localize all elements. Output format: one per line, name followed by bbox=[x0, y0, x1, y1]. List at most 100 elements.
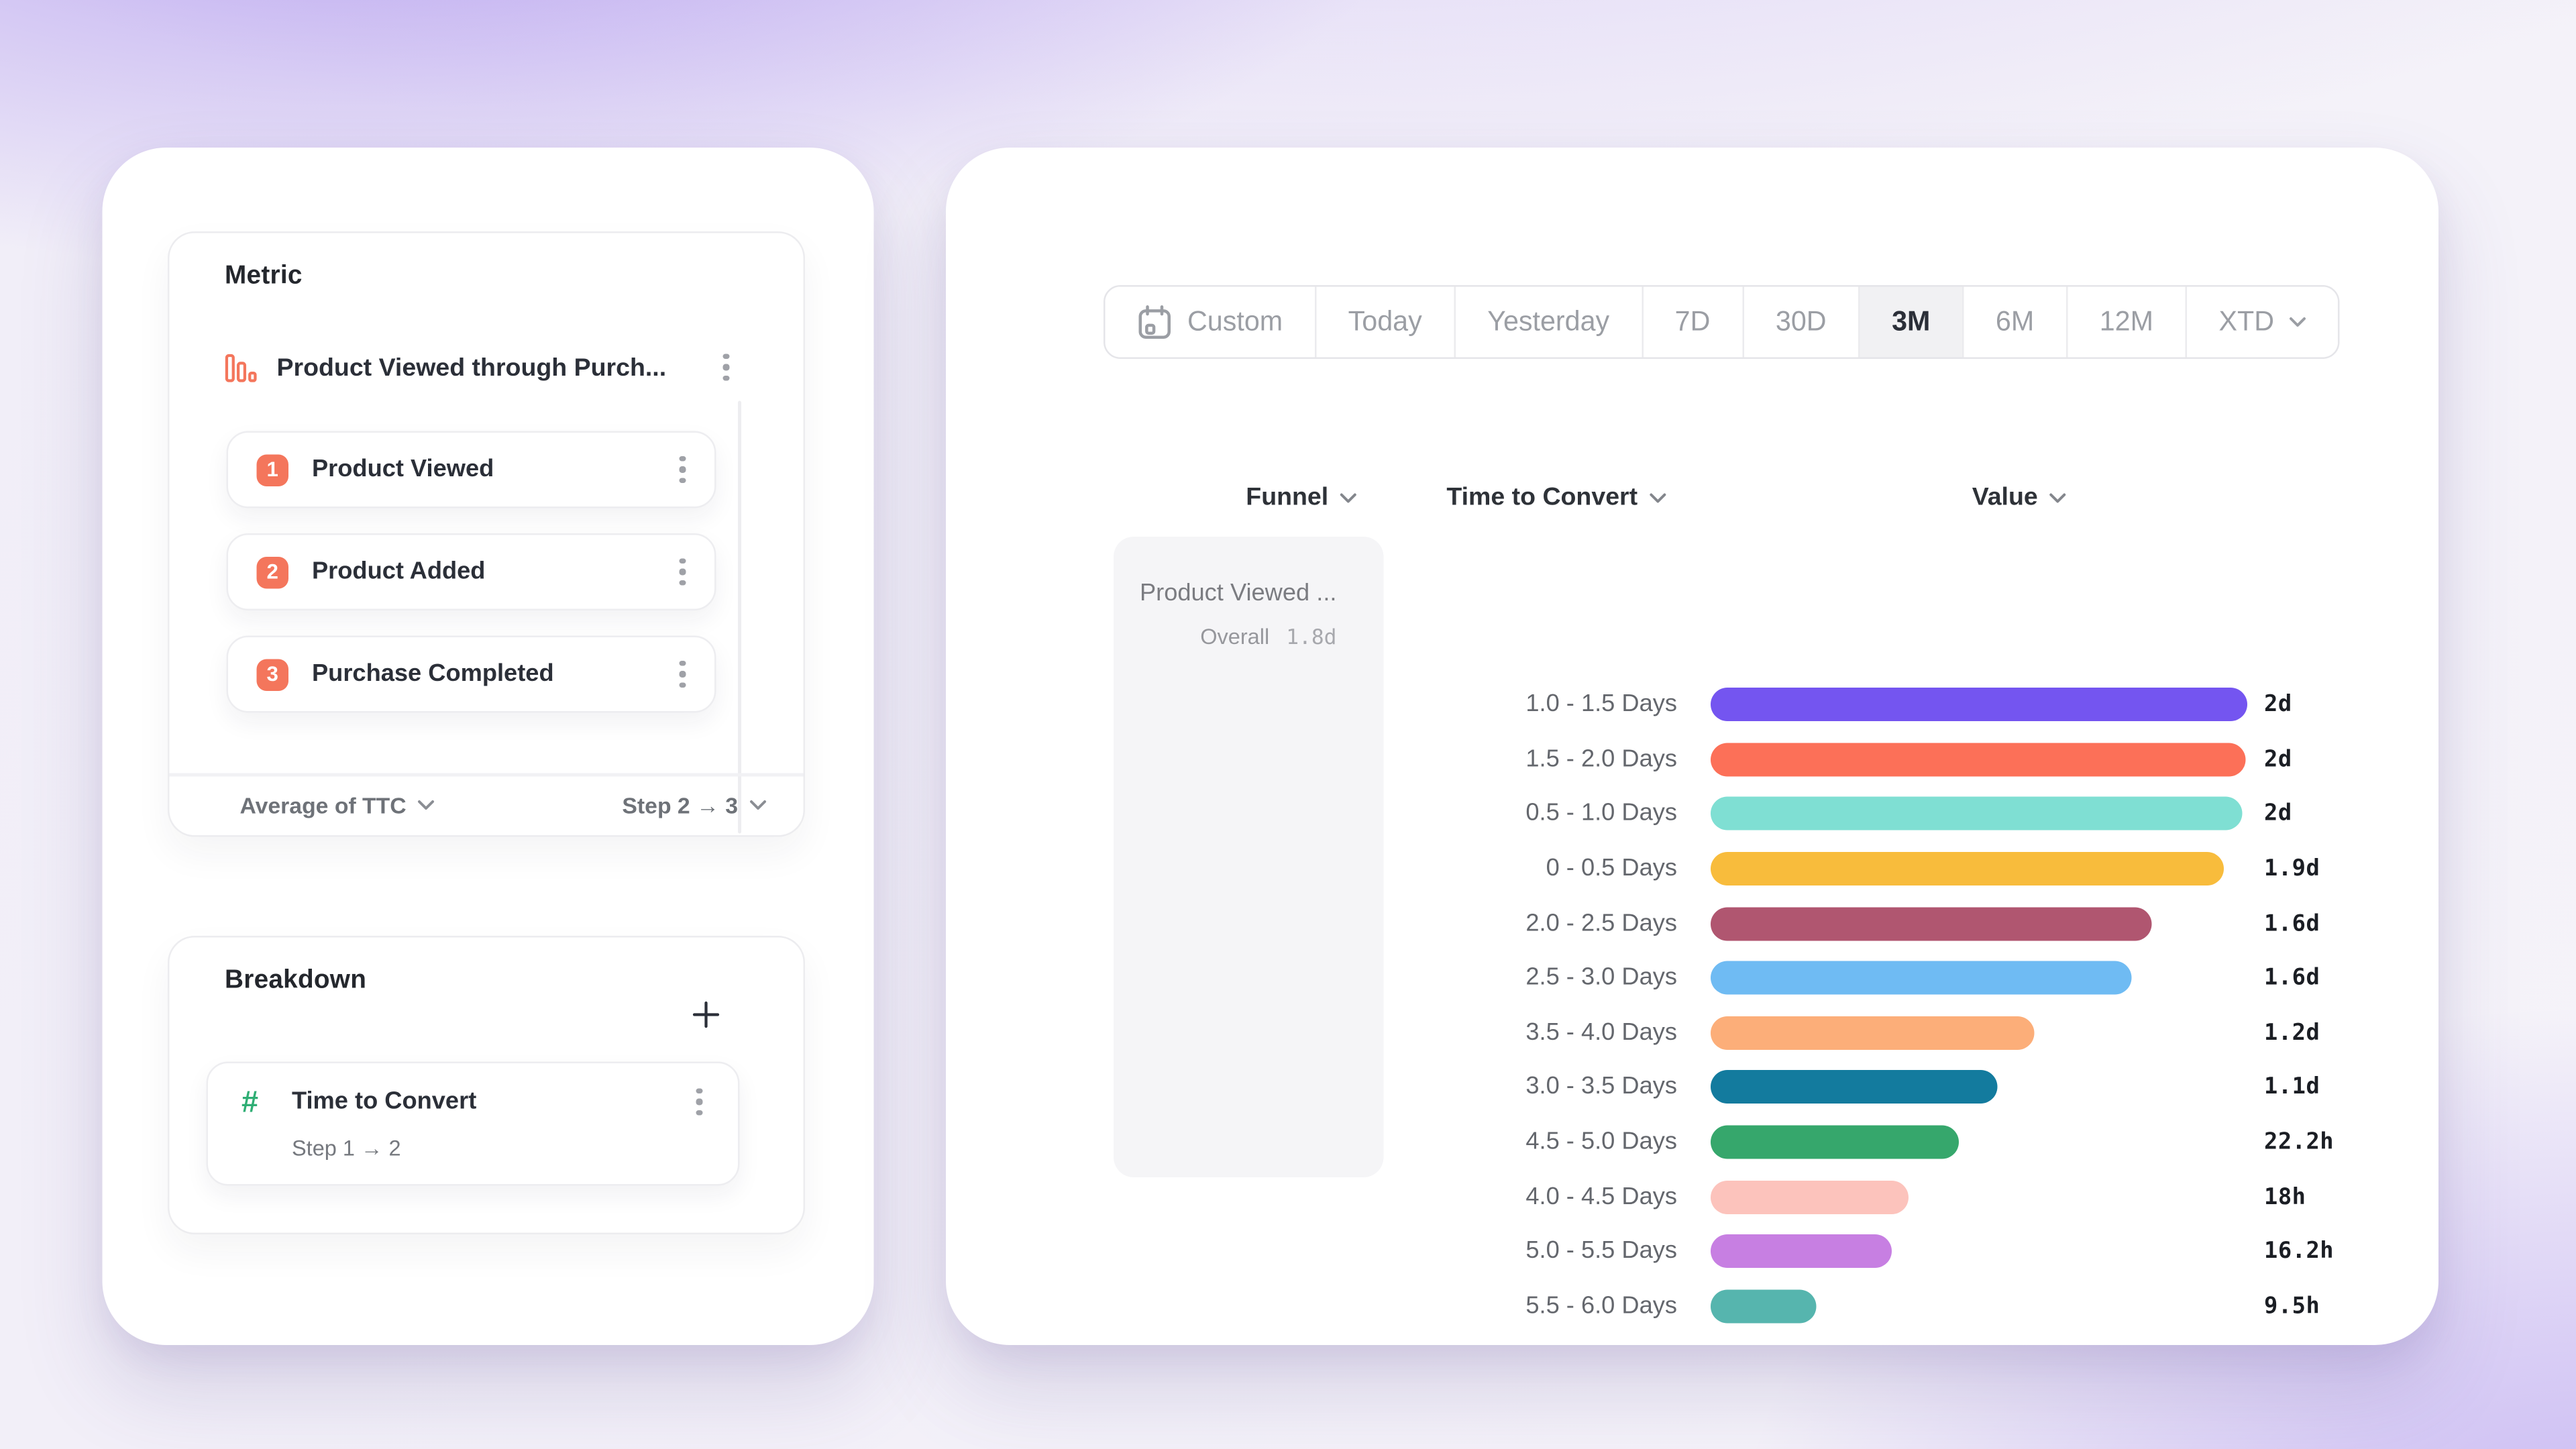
step-label: Product Added bbox=[312, 558, 486, 586]
step-number-badge: 3 bbox=[256, 658, 288, 690]
funnel-group-cell[interactable]: Product Viewed ... Overall 1.8d bbox=[1114, 537, 1384, 1177]
step-number-badge: 1 bbox=[256, 453, 288, 486]
scrollbar-track[interactable] bbox=[738, 400, 741, 834]
bar-track bbox=[1711, 1234, 2247, 1269]
bar[interactable] bbox=[1711, 688, 2247, 722]
chart-row: 5.5 - 6.0 Days 9.5h bbox=[1426, 1279, 2432, 1333]
bar[interactable] bbox=[1711, 906, 2151, 941]
date-range-30d[interactable]: 30D bbox=[1743, 286, 1860, 358]
overall-value: 1.8d bbox=[1286, 624, 1337, 649]
bucket-label: 0 - 0.5 Days bbox=[1546, 855, 1677, 883]
bar-track bbox=[1711, 688, 2247, 722]
calendar-icon bbox=[1138, 304, 1171, 338]
date-range-3m[interactable]: 3M bbox=[1860, 286, 1964, 358]
bar[interactable] bbox=[1711, 1180, 1909, 1214]
funnel-step[interactable]: 3 Purchase Completed bbox=[226, 635, 716, 713]
date-range-6m[interactable]: 6M bbox=[1964, 286, 2068, 358]
bar[interactable] bbox=[1711, 961, 2133, 996]
kebab-menu-icon[interactable] bbox=[711, 349, 741, 386]
bar-value: 16.2h bbox=[2264, 1238, 2334, 1265]
date-range-custom[interactable]: Custom bbox=[1105, 286, 1317, 358]
kebab-menu-icon[interactable] bbox=[667, 553, 698, 590]
kebab-menu-icon[interactable] bbox=[667, 656, 698, 693]
metric-funnel-row[interactable]: Product Viewed through Purch... bbox=[225, 339, 741, 396]
date-range-label: 3M bbox=[1892, 306, 1931, 337]
aggregation-label: Average of TTC bbox=[239, 792, 407, 818]
date-range-7d[interactable]: 7D bbox=[1643, 286, 1744, 358]
bucket-label: 2.5 - 3.0 Days bbox=[1525, 965, 1677, 992]
bar-value: 1.1d bbox=[2264, 1074, 2320, 1102]
bar-track bbox=[1711, 797, 2247, 831]
bar-value: 2d bbox=[2264, 746, 2292, 773]
funnel-step[interactable]: 2 Product Added bbox=[226, 533, 716, 610]
bar-track bbox=[1711, 743, 2247, 777]
metric-section-title: Metric bbox=[225, 262, 303, 290]
bar-value: 1.6d bbox=[2264, 910, 2320, 937]
date-range-label: Custom bbox=[1187, 306, 1283, 337]
add-breakdown-button[interactable] bbox=[691, 1000, 721, 1030]
bar-track bbox=[1711, 852, 2247, 886]
step-label: Product Viewed bbox=[312, 456, 494, 483]
column-header-funnel[interactable]: Funnel bbox=[1246, 483, 1357, 512]
date-range-selector: Custom Today Yesterday 7D 30D 3M 6M 12M XTD bbox=[1104, 285, 2340, 359]
bar[interactable] bbox=[1711, 1289, 1816, 1324]
bar[interactable] bbox=[1711, 797, 2243, 831]
date-range-xtd[interactable]: XTD bbox=[2187, 286, 2338, 358]
aggregation-dropdown[interactable]: Average of TTC bbox=[240, 793, 435, 818]
breakdown-item[interactable]: # Time to Convert Step 1 → 2 bbox=[206, 1061, 740, 1186]
breakdown-item-label: Time to Convert bbox=[292, 1088, 477, 1116]
date-range-label: Yesterday bbox=[1487, 306, 1610, 337]
date-range-12m[interactable]: 12M bbox=[2068, 286, 2187, 358]
breakdown-section: Breakdown # Time to Convert Step 1 → 2 bbox=[168, 936, 805, 1234]
kebab-menu-icon[interactable] bbox=[684, 1083, 714, 1120]
bar[interactable] bbox=[1711, 1125, 1959, 1159]
bar-value: 22.2h bbox=[2264, 1128, 2334, 1156]
number-property-icon: # bbox=[241, 1084, 259, 1118]
bar-value: 2d bbox=[2264, 691, 2292, 718]
bar[interactable] bbox=[1711, 852, 2224, 886]
bar-track bbox=[1711, 1071, 2247, 1105]
bucket-label: 0.5 - 1.0 Days bbox=[1525, 800, 1677, 828]
bar-track bbox=[1711, 1125, 2247, 1159]
bar-track bbox=[1711, 1180, 2247, 1214]
bar[interactable] bbox=[1711, 1234, 1892, 1269]
chevron-down-icon bbox=[750, 800, 766, 810]
step-range-label: Step 2 → 3 bbox=[622, 792, 738, 818]
bar[interactable] bbox=[1711, 1016, 2035, 1050]
chart-row: 4.5 - 5.0 Days 22.2h bbox=[1426, 1115, 2432, 1169]
funnel-bars-icon bbox=[225, 353, 257, 382]
bucket-label: 4.5 - 5.0 Days bbox=[1525, 1128, 1677, 1156]
metric-section: Metric Product Viewed through Purch... 1… bbox=[168, 231, 805, 837]
bar-value: 2d bbox=[2264, 800, 2292, 828]
bar-value: 1.6d bbox=[2264, 965, 2320, 992]
bar-chart: 1.0 - 1.5 Days 2d 1.5 - 2.0 Days 2d 0.5 … bbox=[1426, 678, 2432, 1334]
date-range-today[interactable]: Today bbox=[1316, 286, 1456, 358]
bucket-label: 5.5 - 6.0 Days bbox=[1525, 1293, 1677, 1320]
bar[interactable] bbox=[1711, 743, 2245, 777]
chevron-down-icon bbox=[1340, 492, 1357, 502]
chevron-down-icon bbox=[1650, 492, 1666, 502]
chevron-down-icon bbox=[418, 800, 435, 810]
bar-track bbox=[1711, 1016, 2247, 1050]
date-range-label: 12M bbox=[2099, 306, 2153, 337]
report-panel: Custom Today Yesterday 7D 30D 3M 6M 12M XTD Funn… bbox=[946, 148, 2438, 1345]
bucket-label: 4.0 - 4.5 Days bbox=[1525, 1183, 1677, 1211]
bar-value: 9.5h bbox=[2264, 1293, 2320, 1320]
column-header-label: Time to Convert bbox=[1446, 483, 1638, 512]
kebab-menu-icon[interactable] bbox=[667, 451, 698, 488]
step-range-dropdown[interactable]: Step 2 → 3 bbox=[622, 793, 766, 818]
funnel-group-name: Product Viewed ... bbox=[1139, 580, 1337, 607]
column-header-time-to-convert[interactable]: Time to Convert bbox=[1446, 483, 1666, 512]
date-range-label: 6M bbox=[1995, 306, 2035, 337]
chart-row: 5.0 - 5.5 Days 16.2h bbox=[1426, 1224, 2432, 1279]
chart-row: 2.0 - 2.5 Days 1.6d bbox=[1426, 896, 2432, 951]
bar[interactable] bbox=[1711, 1071, 1998, 1105]
column-header-value[interactable]: Value bbox=[1972, 483, 2067, 512]
metric-footer: Average of TTC Step 2 → 3 bbox=[170, 775, 804, 835]
date-range-label: XTD bbox=[2218, 306, 2275, 337]
date-range-yesterday[interactable]: Yesterday bbox=[1455, 286, 1644, 358]
funnel-step[interactable]: 1 Product Viewed bbox=[226, 431, 716, 508]
chart-row: 3.5 - 4.0 Days 1.2d bbox=[1426, 1006, 2432, 1060]
date-range-label: 7D bbox=[1674, 306, 1711, 337]
